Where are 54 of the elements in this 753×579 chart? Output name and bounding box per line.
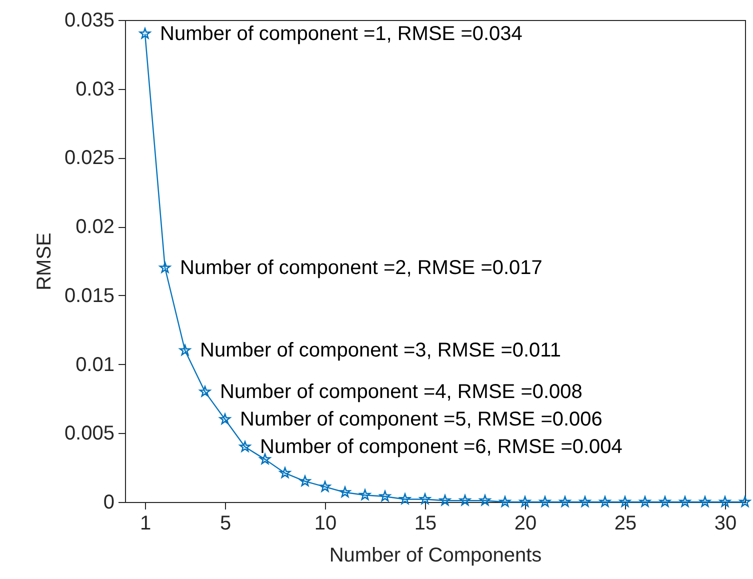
point [179, 344, 191, 356]
point [299, 475, 311, 486]
y-tick-label: 0.025 [64, 147, 114, 170]
point [359, 489, 371, 500]
y-tick-label: 0.01 [76, 354, 114, 376]
x-tick-label: 25 [614, 512, 637, 534]
x-axis-title: Number of Components [329, 544, 542, 566]
x-tick-label: 5 [220, 512, 232, 534]
annotation: Number of component =4, RMSE =0.008 [220, 380, 582, 403]
point [419, 493, 431, 504]
point [399, 493, 411, 504]
point [659, 496, 671, 507]
y-tick-label: 0 [103, 492, 114, 514]
y-tick-label: 0.02 [76, 216, 114, 238]
point [379, 490, 391, 502]
point [199, 386, 211, 397]
x-tick-label: 30 [714, 512, 737, 534]
point [439, 494, 451, 506]
point [539, 496, 551, 507]
point [159, 262, 171, 273]
point [259, 453, 271, 464]
annotation: Number of component =6, RMSE =0.004 [260, 436, 622, 458]
y-tick-label: 0.03 [76, 78, 114, 100]
point [579, 496, 591, 507]
point [219, 413, 231, 424]
point [739, 496, 751, 507]
point [239, 441, 251, 452]
point [619, 496, 631, 507]
point [499, 496, 511, 507]
point [599, 496, 611, 507]
x-tick-label: 20 [514, 512, 537, 534]
point [459, 494, 471, 506]
x-tick-label: 15 [414, 512, 437, 534]
point [479, 494, 491, 506]
point [319, 480, 331, 492]
point [139, 28, 151, 39]
point [639, 496, 651, 507]
point [719, 496, 731, 507]
point [339, 486, 351, 498]
y-tick-label: 0.035 [64, 10, 114, 32]
point [519, 496, 531, 507]
point [679, 496, 691, 507]
y-tick-label: 0.015 [64, 284, 114, 307]
x-tick-label: 10 [314, 512, 337, 534]
annotation: Number of component =2, RMSE =0.017 [180, 256, 542, 279]
annotation: Number of component =3, RMSE =0.011 [200, 340, 561, 362]
point [279, 467, 291, 478]
x-tick-label: 1 [140, 512, 152, 534]
y-axis-title: RMSE [33, 232, 56, 290]
point [559, 496, 571, 507]
point [699, 496, 711, 507]
y-tick-label: 0.005 [64, 422, 114, 445]
annotation: Number of component =1, RMSE =0.034 [160, 22, 522, 45]
annotation: Number of component =5, RMSE =0.006 [240, 408, 602, 430]
